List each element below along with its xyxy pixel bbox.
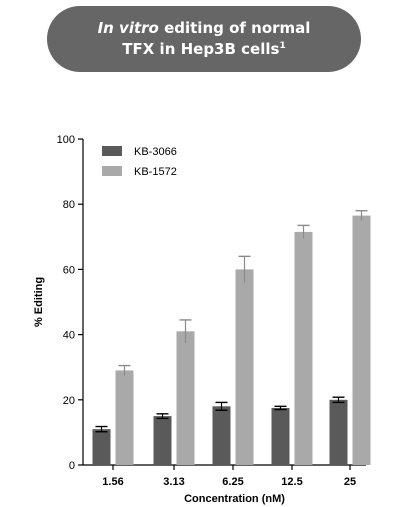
bar-kb-1572-1.56 (115, 370, 134, 465)
legend-label: KB-1572 (134, 166, 177, 178)
y-axis-title: % Editing (33, 277, 45, 327)
legend-swatch-kb-1572 (102, 166, 122, 176)
bar-kb-3066-1.56 (92, 429, 111, 465)
bar-kb-3066-12.5 (271, 407, 290, 465)
y-tick-label: 80 (63, 199, 75, 211)
y-tick-label: 60 (63, 264, 75, 276)
y-tick-label: 100 (57, 134, 75, 146)
legend-label: KB-3066 (134, 146, 177, 158)
banner-line-1: In vitro editing of normal (98, 18, 311, 39)
bar-kb-1572-12.5 (294, 231, 313, 465)
x-axis-title: Concentration (nM) (184, 493, 285, 505)
bar-kb-1572-3.13 (176, 331, 195, 465)
x-tick-label: 25 (344, 476, 356, 488)
chart-title-banner: In vitro editing of normal TFX in Hep3B … (47, 6, 361, 72)
banner-line-2: TFX in Hep3B cells1 (122, 39, 285, 60)
bar-kb-3066-6.25 (212, 406, 231, 465)
x-tick-label: 6.25 (222, 476, 243, 488)
y-tick-label: 40 (63, 330, 75, 342)
x-tick-label: 1.56 (102, 476, 123, 488)
legend-swatch-kb-3066 (102, 146, 122, 156)
y-tick-label: 20 (63, 395, 75, 407)
footnote-marker: 1 (279, 41, 286, 51)
y-tick-label: 0 (69, 460, 75, 472)
banner-italic-text: In vitro (97, 19, 159, 37)
x-tick-label: 3.13 (163, 476, 184, 488)
bar-kb-3066-3.13 (153, 416, 172, 465)
banner-text: editing of normal (164, 19, 311, 37)
bar-kb-1572-6.25 (235, 269, 254, 465)
x-tick-label: 12.5 (281, 476, 302, 488)
bar-kb-3066-25 (329, 399, 348, 465)
banner-text-line-2: TFX in Hep3B cells (122, 40, 280, 58)
bar-kb-1572-25 (352, 215, 371, 465)
